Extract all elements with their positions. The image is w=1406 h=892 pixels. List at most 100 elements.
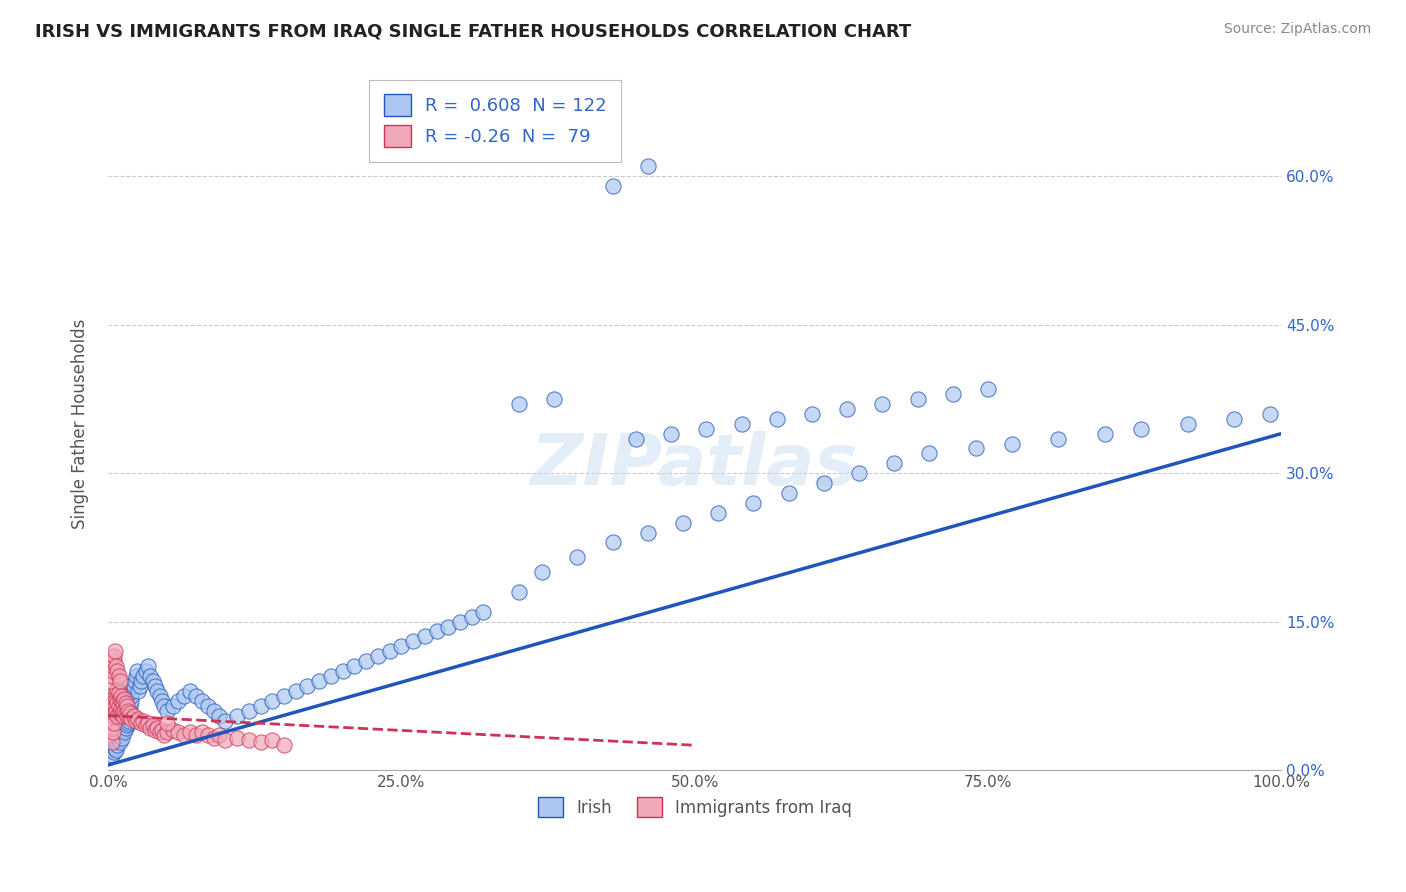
Point — [103, 745, 125, 759]
Point — [143, 679, 166, 693]
Point — [110, 728, 132, 742]
Point — [672, 516, 695, 530]
Point — [139, 722, 162, 736]
Point — [107, 733, 129, 747]
Point — [112, 696, 135, 710]
Point — [284, 683, 307, 698]
Point — [105, 659, 128, 673]
Point — [120, 706, 142, 720]
Point — [114, 696, 136, 710]
Point — [1177, 417, 1199, 431]
Point — [103, 701, 125, 715]
Point — [262, 733, 284, 747]
Point — [105, 728, 128, 742]
Point — [110, 701, 132, 715]
Point — [114, 722, 136, 736]
Point — [120, 712, 142, 726]
Point — [149, 689, 172, 703]
Legend: Irish, Immigrants from Iraq: Irish, Immigrants from Iraq — [531, 790, 859, 824]
Point — [112, 725, 135, 739]
Point — [98, 673, 121, 688]
Point — [214, 733, 236, 747]
Point — [965, 442, 987, 456]
Point — [156, 725, 179, 739]
Text: Source: ZipAtlas.com: Source: ZipAtlas.com — [1223, 22, 1371, 37]
Point — [437, 619, 460, 633]
Point — [98, 728, 121, 742]
Point — [128, 679, 150, 693]
Point — [402, 634, 425, 648]
Point — [308, 673, 330, 688]
Point — [354, 654, 377, 668]
Point — [118, 714, 141, 728]
Point — [378, 644, 401, 658]
Point — [1094, 426, 1116, 441]
Point — [132, 714, 155, 728]
Point — [103, 733, 125, 747]
Point — [105, 683, 128, 698]
Point — [508, 585, 530, 599]
Point — [1223, 411, 1246, 425]
Point — [695, 422, 717, 436]
Point — [127, 664, 149, 678]
Point — [108, 735, 131, 749]
Point — [104, 698, 127, 713]
Point — [508, 397, 530, 411]
Point — [104, 741, 127, 756]
Point — [742, 496, 765, 510]
Point — [105, 738, 128, 752]
Point — [191, 694, 214, 708]
Point — [872, 397, 894, 411]
Point — [103, 654, 125, 668]
Point — [100, 669, 122, 683]
Point — [100, 735, 122, 749]
Point — [112, 704, 135, 718]
Point — [778, 486, 800, 500]
Point — [128, 683, 150, 698]
Point — [110, 689, 132, 703]
Point — [173, 728, 195, 742]
Point — [125, 714, 148, 728]
Point — [153, 728, 176, 742]
Point — [543, 392, 565, 406]
Point — [813, 476, 835, 491]
Point — [139, 669, 162, 683]
Point — [104, 706, 127, 720]
Point — [472, 605, 495, 619]
Point — [108, 673, 131, 688]
Y-axis label: Single Father Households: Single Father Households — [72, 318, 89, 529]
Point — [1129, 422, 1152, 436]
Point — [413, 629, 436, 643]
Point — [156, 704, 179, 718]
Point — [104, 689, 127, 703]
Point — [135, 664, 157, 678]
Point — [179, 725, 201, 739]
Point — [105, 708, 128, 723]
Point — [101, 659, 124, 673]
Point — [117, 704, 139, 718]
Point — [129, 715, 152, 730]
Point — [167, 694, 190, 708]
Point — [117, 679, 139, 693]
Point — [107, 686, 129, 700]
Point — [848, 466, 870, 480]
Point — [343, 659, 366, 673]
Point — [637, 525, 659, 540]
Point — [197, 698, 219, 713]
Point — [707, 506, 730, 520]
Point — [112, 694, 135, 708]
Point — [120, 698, 142, 713]
Point — [115, 718, 138, 732]
Point — [184, 728, 207, 742]
Point — [208, 728, 231, 742]
Point — [125, 669, 148, 683]
Point — [142, 718, 165, 732]
Point — [602, 179, 624, 194]
Point — [238, 733, 260, 747]
Point — [129, 673, 152, 688]
Point — [297, 679, 319, 693]
Point — [122, 679, 145, 693]
Point — [214, 714, 236, 728]
Point — [105, 691, 128, 706]
Point — [942, 387, 965, 401]
